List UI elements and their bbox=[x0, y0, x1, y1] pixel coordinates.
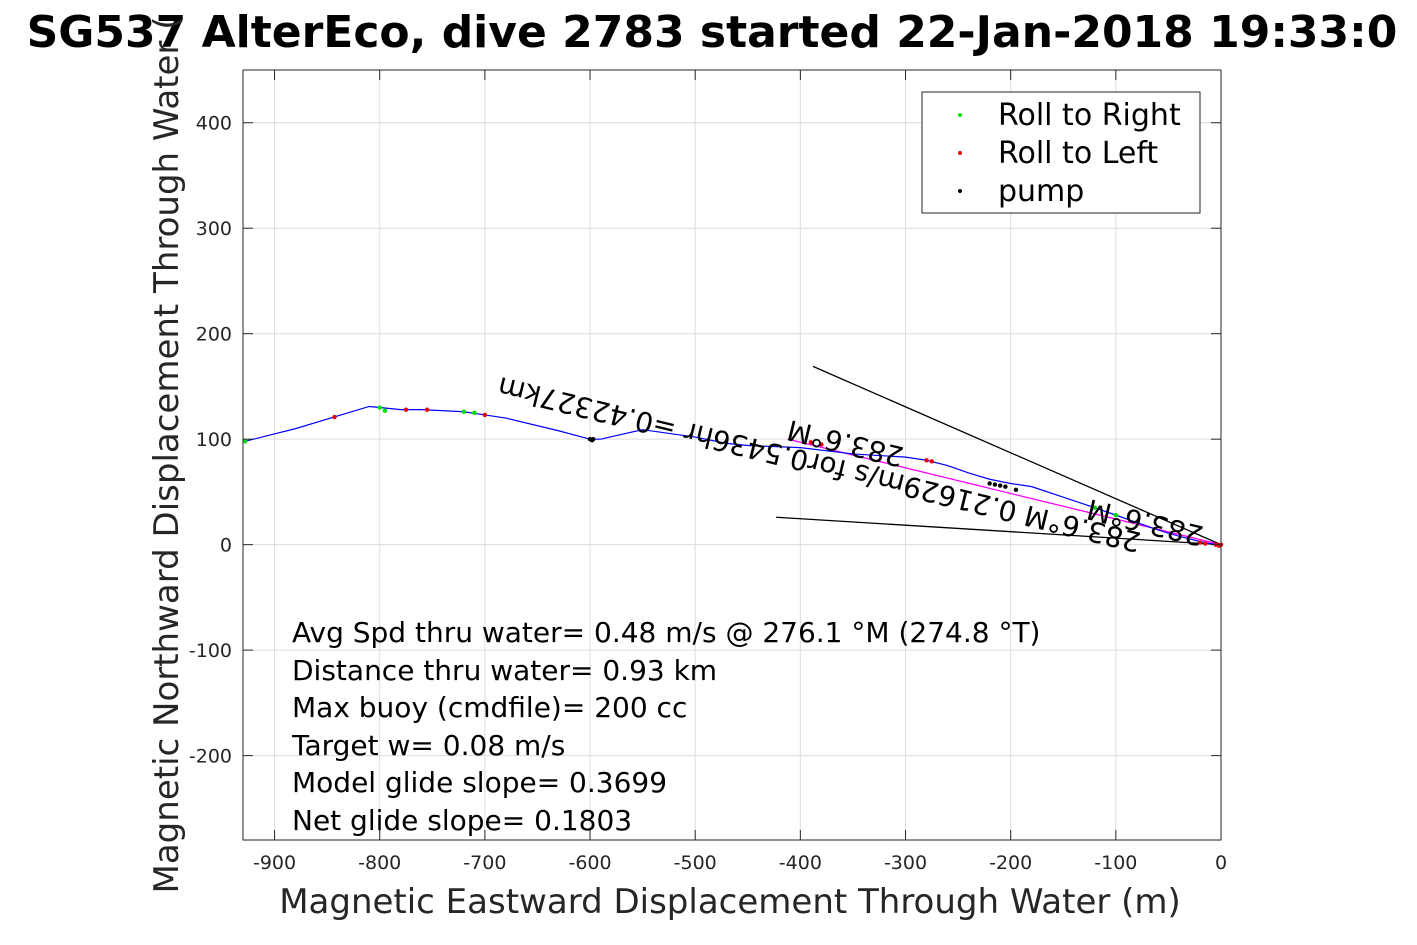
x-tick-label: -400 bbox=[779, 852, 822, 874]
x-tick-label: -900 bbox=[253, 852, 296, 874]
x-tick-label: -100 bbox=[1094, 852, 1137, 874]
pump-point bbox=[1003, 484, 1008, 489]
pump-point bbox=[997, 483, 1003, 488]
stats-annotations: Avg Spd thru water= 0.48 m/s @ 276.1 °M … bbox=[291, 616, 1040, 837]
x-tick-label: -200 bbox=[989, 852, 1032, 874]
track-line bbox=[244, 405, 1222, 546]
annotation-avg-speed: Avg Spd thru water= 0.48 m/s @ 276.1 °M … bbox=[292, 616, 1040, 649]
y-tick-label: -100 bbox=[189, 640, 232, 662]
heading-line bbox=[776, 516, 1222, 546]
annotation-model-glide: Model glide slope= 0.3699 bbox=[292, 766, 667, 799]
legend-marker-roll-right bbox=[958, 113, 962, 117]
roll-left-point bbox=[1203, 541, 1208, 546]
pump-point bbox=[987, 481, 992, 486]
y-tick-label: 300 bbox=[196, 218, 232, 240]
y-tick-label: 200 bbox=[196, 324, 232, 346]
legend-box bbox=[921, 91, 1201, 214]
roll-left-point bbox=[819, 442, 824, 447]
legend-label-pump: pump bbox=[998, 174, 1084, 209]
legend-label-roll-left: Roll to Left bbox=[998, 136, 1158, 171]
x-tick-label: 0 bbox=[1215, 852, 1227, 874]
pump-point bbox=[589, 438, 595, 443]
x-tick-label: -700 bbox=[463, 852, 506, 874]
x-tick-label: -300 bbox=[884, 852, 927, 874]
legend-label-roll-right: Roll to Right bbox=[998, 98, 1181, 133]
roll-right-point bbox=[472, 410, 477, 416]
annotation-net-glide: Net glide slope= 0.1803 bbox=[292, 804, 632, 837]
roll-left-point bbox=[808, 440, 814, 445]
roll-left-point bbox=[403, 407, 409, 412]
roll-right-point bbox=[1092, 505, 1098, 510]
x-tick-label: -800 bbox=[358, 852, 401, 874]
legend: Roll to Right Roll to Left pump bbox=[921, 91, 1201, 214]
heading-line bbox=[812, 365, 1222, 546]
roll-right-point bbox=[377, 405, 382, 410]
chart-title: SG537 AlterEco, dive 2783 started 22-Jan… bbox=[27, 7, 1398, 58]
roll-right-point bbox=[242, 439, 248, 444]
roll-right-point bbox=[1113, 512, 1119, 518]
roll-left-point bbox=[924, 458, 929, 463]
roll-left-point bbox=[929, 459, 935, 464]
legend-marker-roll-left bbox=[958, 151, 962, 155]
annotation-max-buoy: Max buoy (cmdfile)= 200 cc bbox=[292, 691, 687, 724]
annotation-target-w: Target w= 0.08 m/s bbox=[291, 729, 565, 762]
x-tick-label: -600 bbox=[568, 852, 611, 874]
roll-right-point bbox=[382, 408, 388, 413]
pump-point bbox=[1013, 487, 1019, 493]
legend-marker-pump bbox=[958, 189, 962, 193]
roll-left-point bbox=[1197, 540, 1203, 545]
roll-left-point bbox=[424, 407, 430, 412]
y-tick-label: 100 bbox=[196, 429, 232, 451]
y-axis-label: Magnetic Northward Displacement Through … bbox=[147, 17, 187, 894]
roll-left-point bbox=[332, 414, 337, 420]
roll-right-point bbox=[461, 409, 467, 414]
x-axis-label: Magnetic Eastward Displacement Through W… bbox=[279, 882, 1181, 922]
x-tick-label: -500 bbox=[674, 852, 717, 874]
y-tick-label: 0 bbox=[220, 535, 232, 557]
annotation-distance: Distance thru water= 0.93 km bbox=[292, 654, 717, 687]
y-tick-label: 400 bbox=[196, 113, 232, 135]
plot-frame bbox=[242, 69, 1222, 841]
pump-point bbox=[992, 482, 998, 487]
y-tick-label: -200 bbox=[189, 746, 232, 768]
ticks: -900 -800 -700 -600 -500 -400 -300 -200 -100 0 -20… bbox=[189, 70, 1227, 874]
roll-left-point bbox=[482, 412, 488, 418]
